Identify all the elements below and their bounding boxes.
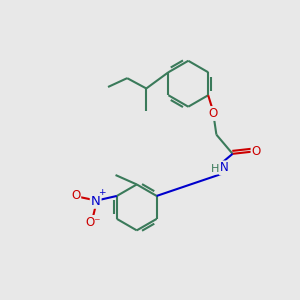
Text: N: N: [220, 161, 229, 175]
Text: N: N: [91, 195, 100, 208]
Text: O: O: [251, 145, 261, 158]
Text: H: H: [211, 164, 219, 173]
Text: O: O: [71, 189, 80, 202]
Text: +: +: [98, 188, 105, 197]
Text: O: O: [209, 107, 218, 120]
Text: O⁻: O⁻: [85, 216, 100, 229]
